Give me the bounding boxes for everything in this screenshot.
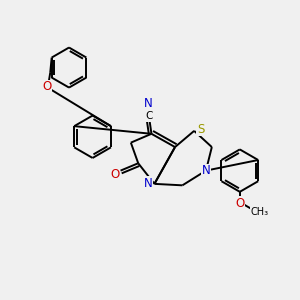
- Text: S: S: [197, 123, 204, 136]
- Text: O: O: [235, 197, 244, 210]
- Text: C: C: [146, 111, 153, 121]
- Text: N: N: [202, 164, 210, 177]
- Text: O: O: [42, 80, 51, 94]
- Text: N: N: [144, 97, 153, 110]
- Text: O: O: [111, 168, 120, 181]
- Text: N: N: [144, 177, 152, 190]
- Text: CH₃: CH₃: [251, 207, 269, 218]
